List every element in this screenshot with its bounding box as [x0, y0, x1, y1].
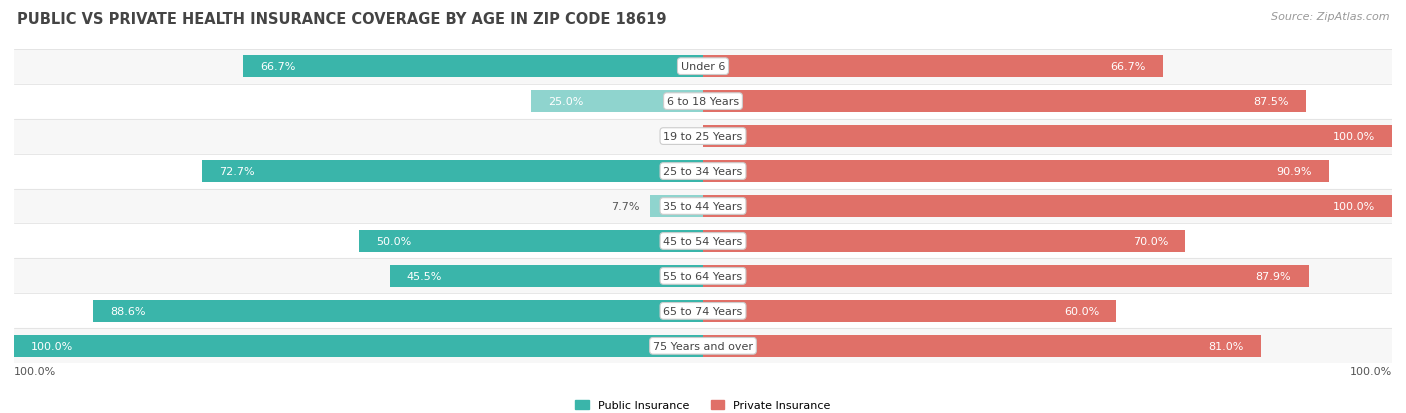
Bar: [703, 161, 1329, 183]
Text: 100.0%: 100.0%: [1350, 366, 1392, 376]
Bar: [14, 50, 1392, 84]
Text: 81.0%: 81.0%: [1208, 341, 1244, 351]
Text: 66.7%: 66.7%: [260, 62, 297, 72]
Bar: [14, 294, 1392, 329]
Bar: [703, 300, 1116, 322]
Text: 7.7%: 7.7%: [612, 202, 640, 211]
Text: 19 to 25 Years: 19 to 25 Years: [664, 132, 742, 142]
Bar: [703, 335, 1261, 357]
Bar: [14, 224, 1392, 259]
Bar: [703, 56, 1163, 78]
Text: 65 to 74 Years: 65 to 74 Years: [664, 306, 742, 316]
Bar: [650, 196, 703, 217]
Text: 25 to 34 Years: 25 to 34 Years: [664, 166, 742, 177]
Text: 55 to 64 Years: 55 to 64 Years: [664, 271, 742, 281]
Text: 87.9%: 87.9%: [1256, 271, 1291, 281]
Text: 100.0%: 100.0%: [1333, 202, 1375, 211]
Text: 88.6%: 88.6%: [110, 306, 145, 316]
Bar: [243, 56, 703, 78]
Text: 100.0%: 100.0%: [31, 341, 73, 351]
Text: Source: ZipAtlas.com: Source: ZipAtlas.com: [1271, 12, 1389, 22]
Text: 45.5%: 45.5%: [406, 271, 441, 281]
Text: 75 Years and over: 75 Years and over: [652, 341, 754, 351]
Text: PUBLIC VS PRIVATE HEALTH INSURANCE COVERAGE BY AGE IN ZIP CODE 18619: PUBLIC VS PRIVATE HEALTH INSURANCE COVER…: [17, 12, 666, 27]
Text: 66.7%: 66.7%: [1109, 62, 1146, 72]
Bar: [14, 335, 703, 357]
Bar: [703, 266, 1309, 287]
Text: 100.0%: 100.0%: [1333, 132, 1375, 142]
Text: 6 to 18 Years: 6 to 18 Years: [666, 97, 740, 107]
Bar: [703, 91, 1306, 113]
Text: 45 to 54 Years: 45 to 54 Years: [664, 236, 742, 247]
Bar: [389, 266, 703, 287]
Bar: [202, 161, 703, 183]
Text: 50.0%: 50.0%: [375, 236, 411, 247]
Text: 0.0%: 0.0%: [665, 132, 693, 142]
Text: 100.0%: 100.0%: [14, 366, 56, 376]
Text: 90.9%: 90.9%: [1277, 166, 1312, 177]
Bar: [359, 230, 703, 252]
Bar: [531, 91, 703, 113]
Bar: [93, 300, 703, 322]
Text: 35 to 44 Years: 35 to 44 Years: [664, 202, 742, 211]
Text: 87.5%: 87.5%: [1253, 97, 1289, 107]
Text: Under 6: Under 6: [681, 62, 725, 72]
Legend: Public Insurance, Private Insurance: Public Insurance, Private Insurance: [571, 395, 835, 413]
Text: 25.0%: 25.0%: [548, 97, 583, 107]
Bar: [703, 230, 1185, 252]
Text: 60.0%: 60.0%: [1064, 306, 1099, 316]
Text: 72.7%: 72.7%: [219, 166, 254, 177]
Bar: [14, 189, 1392, 224]
Text: 70.0%: 70.0%: [1133, 236, 1168, 247]
Bar: [703, 126, 1392, 147]
Bar: [14, 259, 1392, 294]
Bar: [14, 84, 1392, 119]
Bar: [14, 154, 1392, 189]
Bar: [703, 196, 1392, 217]
Bar: [14, 119, 1392, 154]
Bar: [14, 329, 1392, 363]
